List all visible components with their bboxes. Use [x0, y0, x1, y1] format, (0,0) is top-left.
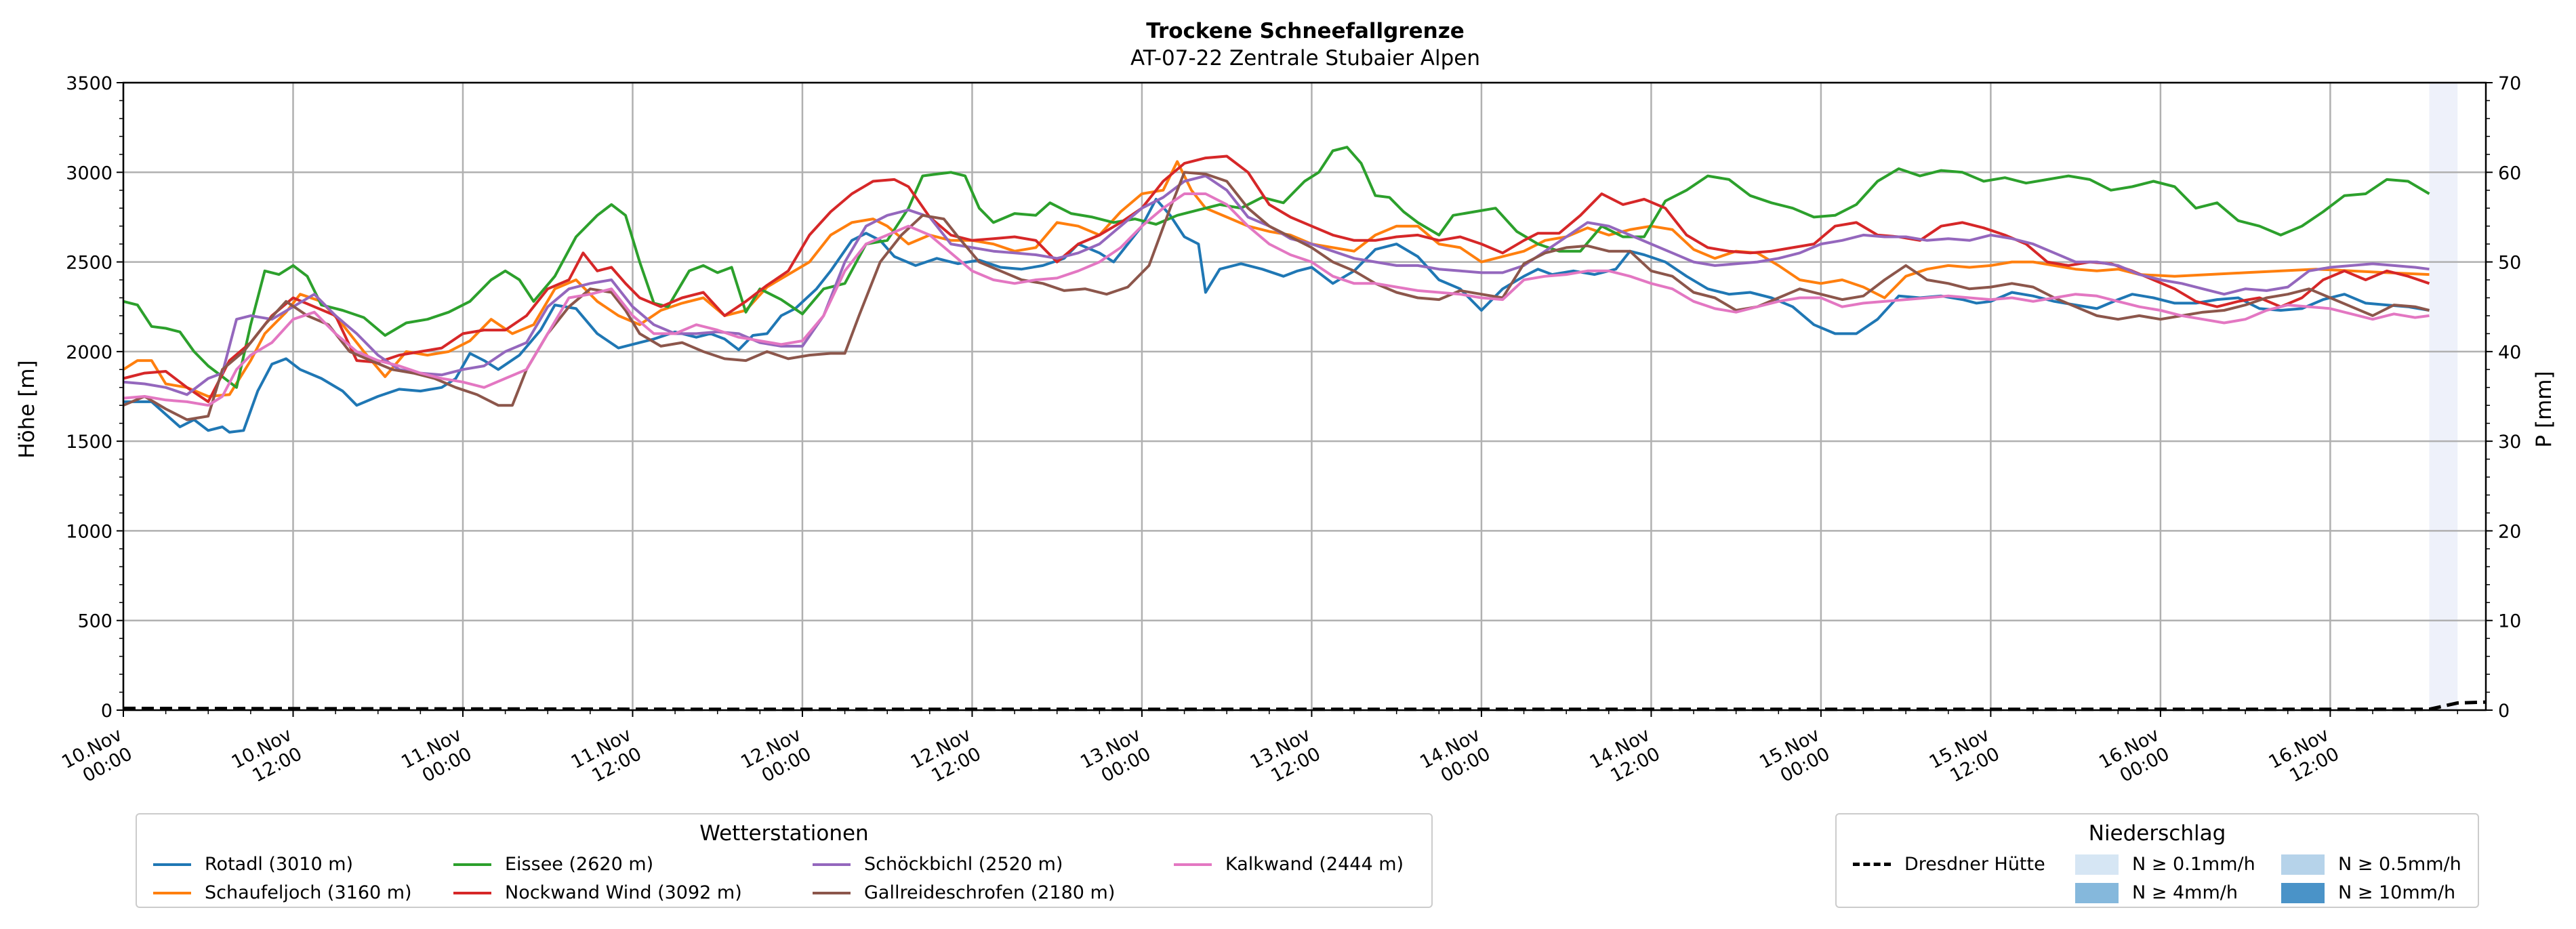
legend-item-station: Rotadl (3010 m)	[153, 854, 353, 875]
x-tick-label: 12.Nov00:00	[737, 724, 815, 793]
y2-tick-label: 50	[2498, 253, 2521, 274]
legend-label: N ≥ 10mm/h	[2338, 882, 2456, 903]
legend-label: N ≥ 0.5mm/h	[2338, 854, 2461, 875]
precip-line	[123, 700, 2487, 711]
y2-tick-label: 20	[2498, 521, 2521, 542]
y-tick-label: 3000	[66, 163, 113, 184]
x-tick-label: 14.Nov00:00	[1416, 724, 1494, 793]
x-tick-label: 13.Nov12:00	[1247, 724, 1324, 793]
x-tick-label: 10.Nov12:00	[228, 724, 306, 793]
x-tick-label: 16.Nov00:00	[2095, 724, 2173, 793]
y-tick-label: 2500	[66, 253, 113, 274]
series-line	[123, 146, 2430, 389]
y-tick-label: 500	[77, 611, 113, 632]
legend-item-precip-class: N ≥ 10mm/h	[2281, 882, 2455, 903]
series-line	[122, 160, 2430, 398]
legend-label: N ≥ 0.1mm/h	[2132, 854, 2255, 875]
chart-title: Trockene Schneefallgrenze	[1146, 19, 1465, 43]
color-patch	[2281, 854, 2325, 875]
x-tick-label: 15.Nov00:00	[1756, 724, 1833, 793]
legend-item-precip-class: N ≥ 0.5mm/h	[2281, 854, 2461, 875]
legend-label: Gallreideschrofen (2180 m)	[864, 882, 1116, 903]
legend-item-station: Eissee (2620 m)	[453, 854, 653, 875]
dashed-line-swatch	[1853, 863, 1891, 866]
precip-legend: Niederschlag Dresdner Hütte N ≥ 0.1mm/h N…	[1835, 813, 2479, 908]
legend-item-station: Nockwand Wind (3092 m)	[453, 882, 742, 903]
legend-label: Rotadl (3010 m)	[205, 854, 354, 875]
x-tick-label: 14.Nov12:00	[1587, 724, 1664, 793]
legend-item-precip-class: N ≥ 0.1mm/h	[2075, 854, 2255, 875]
legend-item-station: Schöckbichl (2520 m)	[813, 854, 1063, 875]
series-line	[123, 171, 2430, 421]
precip-legend-title: Niederschlag	[2088, 821, 2226, 846]
legend-label: N ≥ 4mm/h	[2132, 882, 2238, 903]
x-tick-label: 11.Nov00:00	[398, 724, 475, 793]
y2-tick-label: 60	[2498, 163, 2521, 184]
legend-label: Schöckbichl (2520 m)	[864, 854, 1063, 875]
y2-tick-label: 70	[2498, 73, 2521, 94]
line-swatch	[453, 863, 491, 866]
series-line	[123, 154, 2430, 403]
line-swatch	[153, 863, 191, 866]
x-tick-label: 15.Nov12:00	[1926, 724, 2003, 793]
x-tick-label: 12.Nov12:00	[907, 724, 985, 793]
x-tick-label: 16.Nov12:00	[2266, 724, 2343, 793]
y2-tick-label: 10	[2498, 611, 2521, 632]
y2-tick-label: 40	[2498, 342, 2521, 363]
y-tick-label: 3500	[66, 73, 113, 94]
legend-label: Schaufeljoch (3160 m)	[205, 882, 412, 903]
station-legend: Wetterstationen Rotadl (3010 m) Schaufelj…	[136, 813, 1433, 908]
y-axis-label: Höhe [m]	[15, 360, 39, 458]
legend-label: Eissee (2620 m)	[505, 854, 654, 875]
x-tick-label: 11.Nov12:00	[568, 724, 645, 793]
line-swatch	[453, 891, 491, 894]
line-swatch	[813, 863, 851, 866]
line-swatch	[153, 891, 191, 894]
series-line	[123, 198, 2430, 434]
chart-subtitle: AT-07-22 Zentrale Stubaier Alpen	[1130, 46, 1480, 70]
y-tick-label: 0	[101, 701, 113, 722]
color-patch	[2281, 882, 2325, 903]
axes-frame	[122, 81, 2487, 711]
line-swatch	[1174, 863, 1212, 866]
x-tick-label: 10.Nov00:00	[58, 724, 136, 793]
plot-area: 0 500 1000 1500 2000 2500 3000 3500 0 10 20 30 40 50 6…	[58, 73, 2521, 793]
legend-item-dresdner-huette: Dresdner Hütte	[1853, 854, 2045, 875]
y2-tick-label: 30	[2498, 432, 2521, 453]
line-swatch	[813, 891, 851, 894]
legend-label: Dresdner Hütte	[1904, 854, 2045, 875]
y2-axis-label: P [mm]	[2532, 371, 2556, 447]
legend-label: Kalkwand (2444 m)	[1225, 854, 1404, 875]
legend-item-station: Gallreideschrofen (2180 m)	[813, 882, 1115, 903]
series-line	[123, 192, 2430, 407]
precip-band	[2429, 83, 2458, 710]
legend-item-station: Kalkwand (2444 m)	[1174, 854, 1404, 875]
legend-label: Nockwand Wind (3092 m)	[505, 882, 742, 903]
color-patch	[2075, 854, 2119, 875]
station-legend-title: Wetterstationen	[699, 821, 869, 846]
y2-tick-label: 0	[2498, 701, 2510, 722]
legend-item-precip-class: N ≥ 4mm/h	[2075, 882, 2238, 903]
y-tick-label: 2000	[66, 342, 113, 363]
y-tick-label: 1500	[66, 432, 113, 453]
color-patch	[2075, 882, 2119, 903]
y-tick-label: 1000	[66, 521, 113, 542]
legend-item-station: Schaufeljoch (3160 m)	[153, 882, 412, 903]
x-tick-label: 13.Nov00:00	[1077, 724, 1154, 793]
